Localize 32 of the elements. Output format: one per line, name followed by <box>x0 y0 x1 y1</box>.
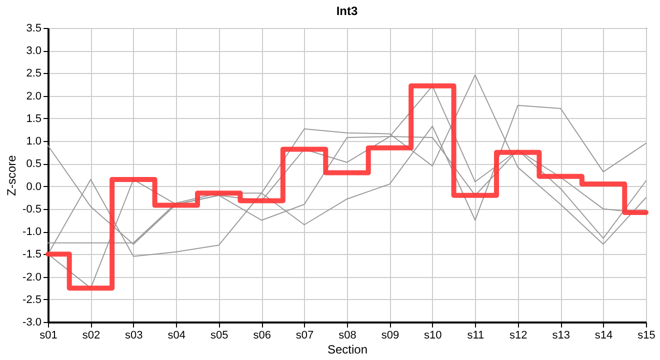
x-tick-label: s11 <box>467 330 484 342</box>
x-tick-label: s12 <box>509 330 528 342</box>
y-tick-label: -1.0 <box>22 226 42 238</box>
x-tick-label: s06 <box>253 330 271 342</box>
chart-title: Int3 <box>336 4 358 18</box>
y-tick-label: -2.0 <box>22 271 42 284</box>
y-tick-label: 1.5 <box>26 112 42 125</box>
y-tick-label: 3.5 <box>26 22 42 34</box>
y-tick-label: 3.0 <box>26 45 42 58</box>
x-tick-label: s03 <box>125 330 143 342</box>
y-tick-label: -3.0 <box>22 316 42 328</box>
x-tick-label: s10 <box>424 330 442 342</box>
x-tick-label: s08 <box>338 330 356 342</box>
x-tick-label: s01 <box>40 330 58 342</box>
x-axis-title: Section <box>327 342 368 356</box>
x-tick-label: s13 <box>552 330 570 342</box>
y-tick-label: -1.5 <box>22 248 42 261</box>
x-tick-label: s14 <box>594 330 613 342</box>
y-axis-title: Z-score <box>4 154 19 196</box>
y-tick-label: 0.0 <box>26 180 42 193</box>
y-tick-label: -0.5 <box>22 203 42 216</box>
x-tick-label: s09 <box>381 330 400 342</box>
x-tick-label: s15 <box>638 330 656 342</box>
x-tick-label: s04 <box>168 330 186 342</box>
y-tick-label: -2.5 <box>22 294 42 306</box>
x-tick-label: s07 <box>296 330 314 342</box>
y-tick-label: 1.0 <box>26 136 42 148</box>
y-tick-label: 0.5 <box>26 158 42 170</box>
x-tick-label: s05 <box>210 330 228 342</box>
y-tick-label: 2.5 <box>26 68 42 80</box>
y-tick-label: 2.0 <box>26 90 42 102</box>
x-tick-label: s02 <box>82 330 100 342</box>
